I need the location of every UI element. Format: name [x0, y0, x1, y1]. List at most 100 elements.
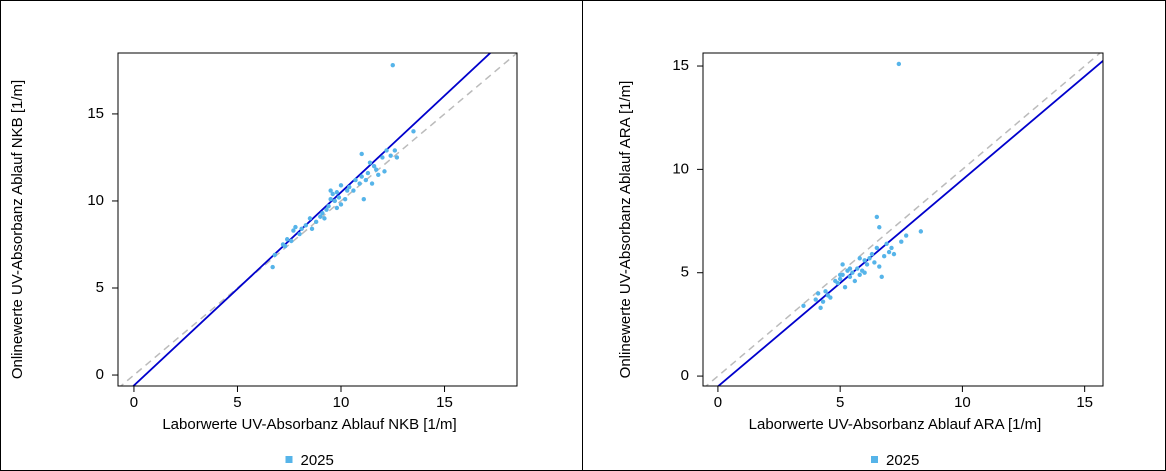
point	[284, 237, 290, 242]
point	[857, 256, 862, 261]
point	[313, 219, 319, 225]
point	[852, 278, 858, 284]
point	[874, 214, 880, 220]
point	[884, 241, 889, 246]
point	[320, 210, 325, 216]
point	[272, 252, 277, 258]
point	[840, 262, 845, 267]
point	[903, 233, 909, 238]
point	[342, 197, 348, 202]
point	[330, 191, 335, 197]
x-axis-label: Laborwerte UV-Absorbanz Ablauf NKB [1/m]	[162, 416, 456, 433]
x-tick-label: 10	[954, 394, 971, 411]
point	[369, 181, 375, 186]
point	[392, 148, 398, 153]
point	[918, 229, 924, 234]
point	[322, 216, 327, 221]
point	[857, 272, 862, 277]
point	[813, 297, 818, 302]
x-tick-label: 15	[436, 394, 453, 411]
point	[363, 177, 369, 183]
point	[347, 184, 352, 190]
point	[835, 280, 840, 286]
point	[864, 262, 870, 267]
point	[361, 197, 366, 202]
y-tick-label: 15	[87, 105, 104, 122]
plot-box	[117, 52, 518, 387]
point	[847, 274, 853, 280]
point	[823, 289, 828, 294]
legend-label: 2025	[886, 452, 919, 469]
point	[380, 155, 385, 160]
reference-line	[132, 53, 492, 386]
point	[820, 299, 826, 304]
point	[324, 207, 329, 212]
point	[293, 224, 298, 230]
point	[879, 274, 884, 280]
point	[872, 260, 877, 265]
y-tick-label: 0	[681, 367, 689, 384]
point	[388, 153, 393, 158]
x-tick-label: 15	[1076, 394, 1093, 411]
y-tick-label: 0	[96, 366, 104, 383]
point	[326, 203, 331, 209]
point	[862, 258, 867, 263]
point	[886, 249, 892, 255]
x-tick-label: 10	[333, 394, 350, 411]
point	[345, 188, 350, 193]
point	[847, 266, 853, 271]
point	[801, 303, 806, 308]
plot-box	[702, 52, 1104, 387]
point	[867, 256, 872, 261]
point	[382, 169, 387, 174]
x-tick-label: 0	[130, 394, 138, 411]
point	[411, 129, 416, 134]
point	[384, 148, 389, 153]
point	[877, 264, 882, 269]
point	[837, 272, 843, 277]
point	[855, 266, 860, 271]
point	[359, 174, 364, 179]
x-axis-label: Laborwerte UV-Absorbanz Ablauf ARA [1/m]	[749, 416, 1042, 433]
legend-label: 2025	[301, 452, 334, 469]
point	[869, 251, 875, 257]
point	[289, 238, 294, 244]
point	[334, 205, 340, 211]
point	[818, 305, 823, 311]
point	[299, 226, 304, 232]
point	[328, 197, 333, 202]
y-axis-label: Onlinewerte UV-Absorbanz Ablauf ARA [1/m…	[617, 81, 634, 379]
point	[351, 188, 356, 193]
y-tick-label: 15	[672, 57, 689, 74]
point	[282, 244, 288, 249]
point	[815, 291, 821, 296]
point	[270, 264, 275, 270]
point	[828, 295, 833, 300]
point	[336, 195, 342, 200]
point	[889, 245, 894, 251]
y-axis-label: Onlinewerte UV-Absorbanz Ablauf NKB [1/m…	[9, 80, 26, 379]
point	[891, 251, 897, 257]
point	[332, 198, 337, 204]
point	[837, 276, 843, 282]
point	[877, 225, 882, 230]
point	[376, 172, 381, 178]
point	[862, 270, 867, 275]
point	[338, 183, 344, 188]
point	[309, 226, 315, 232]
reference-line	[119, 53, 517, 386]
point	[371, 163, 377, 169]
reference-line	[705, 53, 1102, 386]
point	[334, 190, 340, 195]
x-tick-label: 5	[233, 394, 241, 411]
point	[357, 181, 362, 186]
legend-marker	[285, 456, 293, 463]
point	[374, 167, 379, 172]
point	[390, 62, 395, 68]
point	[353, 177, 358, 183]
reference-line	[717, 60, 1103, 386]
point	[338, 202, 344, 207]
point	[359, 151, 364, 157]
point	[365, 170, 371, 176]
point	[328, 188, 333, 193]
